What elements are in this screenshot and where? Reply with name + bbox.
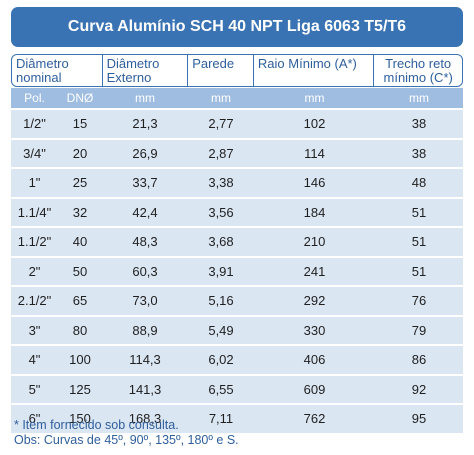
table-cell: 102 [303, 116, 326, 132]
table-cell: 5" [28, 381, 41, 397]
table-cell: 241 [303, 263, 326, 279]
table-cell: 25 [72, 175, 88, 191]
table-row: 1.1/4" 32 42,4 3,56 184 51 [11, 198, 463, 228]
table-cell: 125 [69, 381, 91, 397]
table-cell: 1/2" [23, 116, 46, 132]
table-row: 6" 150 168,3 7,11 762 95 [11, 405, 463, 435]
table-cell: 50 [72, 263, 88, 279]
table-cell: 48,3 [132, 234, 158, 250]
table-cell: 292 [303, 293, 326, 309]
table-cell: 42,4 [132, 204, 158, 220]
table-cell: 3,91 [208, 263, 234, 279]
table-cell: 114 [304, 145, 325, 161]
table-title: Curva Alumínio SCH 40 NPT Liga 6063 T5/T… [11, 7, 463, 47]
table-cell: 38 [411, 145, 427, 161]
table-cell: 5,49 [208, 322, 234, 338]
table-cell: 3" [28, 322, 41, 338]
footnote-obs: Obs: Curvas de 45º, 90º, 135º, 180º e S. [14, 433, 239, 447]
table-cell: 762 [303, 411, 326, 427]
header-raio-minimo: Raio Mínimo (A*) [254, 55, 375, 86]
table-cell: 51 [411, 204, 427, 220]
table-row: 1/2" 15 21,3 2,77 102 38 [11, 110, 463, 140]
table-cell: 51 [411, 234, 427, 250]
header-diametro-nominal: Diâmetro nominal [12, 55, 103, 86]
table-cell: 2,77 [208, 116, 234, 132]
header-trecho-reto: Trecho reto mínimo (C*) [383, 56, 453, 85]
table-cell: 1.1/2" [17, 234, 52, 250]
table-cell: 32 [72, 204, 88, 220]
table-cell: 100 [69, 352, 91, 368]
table-cell: 4" [28, 352, 41, 368]
table-cell: 6,55 [208, 381, 234, 397]
table-cell: 73,0 [132, 293, 158, 309]
table-cell: 48 [411, 175, 427, 191]
table-cell: 88,9 [132, 322, 158, 338]
table-cell: 51 [411, 263, 427, 279]
table-cell: 7,11 [208, 411, 234, 427]
table-row: 3" 80 88,9 5,49 330 79 [11, 316, 463, 346]
table-cell: 86 [411, 352, 427, 368]
table-cell: 150 [69, 411, 91, 427]
footnotes: * Item fornecido sob consulta. Obs: Curv… [14, 418, 239, 448]
table-cell: 21,3 [132, 116, 158, 132]
table-row: 5" 125 141,3 6,55 609 92 [11, 375, 463, 405]
footnote-consulta: * Item fornecido sob consulta. [14, 418, 179, 432]
table-cell: 20 [72, 145, 88, 161]
table-cell: 6" [28, 411, 41, 427]
table-cell: 168,3 [128, 411, 162, 427]
table-row: 3/4" 20 26,9 2,87 114 38 [11, 139, 463, 169]
unit-cell: mm [211, 91, 231, 105]
table-cell: 3/4" [23, 145, 46, 161]
unit-cell: DNØ [66, 91, 94, 105]
header-diametro-externo: Diâmetro Externo [103, 55, 189, 86]
table-cell: 26,9 [132, 145, 158, 161]
table-cell: 65 [72, 293, 88, 309]
table-cell: 79 [411, 322, 427, 338]
table-cell: 6,02 [208, 352, 234, 368]
table-cell: 40 [72, 234, 88, 250]
table-cell: 406 [303, 352, 326, 368]
table-cell: 3,68 [208, 234, 234, 250]
table-cell: 5,16 [208, 293, 234, 309]
unit-cell: mm [409, 91, 429, 105]
table-cell: 76 [411, 293, 427, 309]
table-cell: 2" [28, 263, 41, 279]
table-cell: 33,7 [132, 175, 158, 191]
unit-cell: mm [135, 91, 155, 105]
table-cell: 114,3 [129, 352, 161, 368]
table-cell: 609 [303, 381, 326, 397]
table-cell: 210 [303, 234, 326, 250]
table-cell: 38 [411, 116, 427, 132]
table-cell: 141,3 [128, 381, 162, 397]
unit-cell: Pol. [24, 91, 45, 105]
table-cell: 15 [72, 116, 88, 132]
table-cell: 2.1/2" [17, 293, 52, 309]
table-cell: 2,87 [208, 145, 234, 161]
column-headers: Diâmetro nominal Diâmetro Externo Parede… [11, 54, 463, 87]
data-table: Pol. DNØ mm mm mm mm 1/2" 15 21,3 2,77 102 38… [11, 88, 463, 435]
table-cell: 3,38 [208, 175, 234, 191]
header-parede: Parede [188, 55, 254, 86]
table-cell: 80 [72, 322, 88, 338]
table-row: 1" 25 33,7 3,38 146 48 [11, 169, 463, 199]
table-cell: 1" [28, 175, 41, 191]
table-cell: 60,3 [132, 263, 158, 279]
table-cell: 92 [411, 381, 427, 397]
table-cell: 3,56 [208, 204, 234, 220]
units-row: Pol. DNØ mm mm mm mm [11, 88, 463, 110]
table-cell: 146 [303, 175, 326, 191]
table-cell: 1.1/4" [17, 204, 52, 220]
table-body: 1/2" 15 21,3 2,77 102 38 3/4" 20 26,9 2,87 114 38 1"… [11, 110, 463, 435]
unit-cell: mm [304, 91, 325, 105]
table-row: 1.1/2" 40 48,3 3,68 210 51 [11, 228, 463, 258]
table-row: 2.1/2" 65 73,0 5,16 292 76 [11, 287, 463, 317]
table-cell: 95 [411, 411, 427, 427]
table-cell: 184 [303, 204, 326, 220]
table-cell: 330 [303, 322, 326, 338]
table-row: 2" 50 60,3 3,91 241 51 [11, 257, 463, 287]
table-row: 4" 100 114,3 6,02 406 86 [11, 346, 463, 376]
